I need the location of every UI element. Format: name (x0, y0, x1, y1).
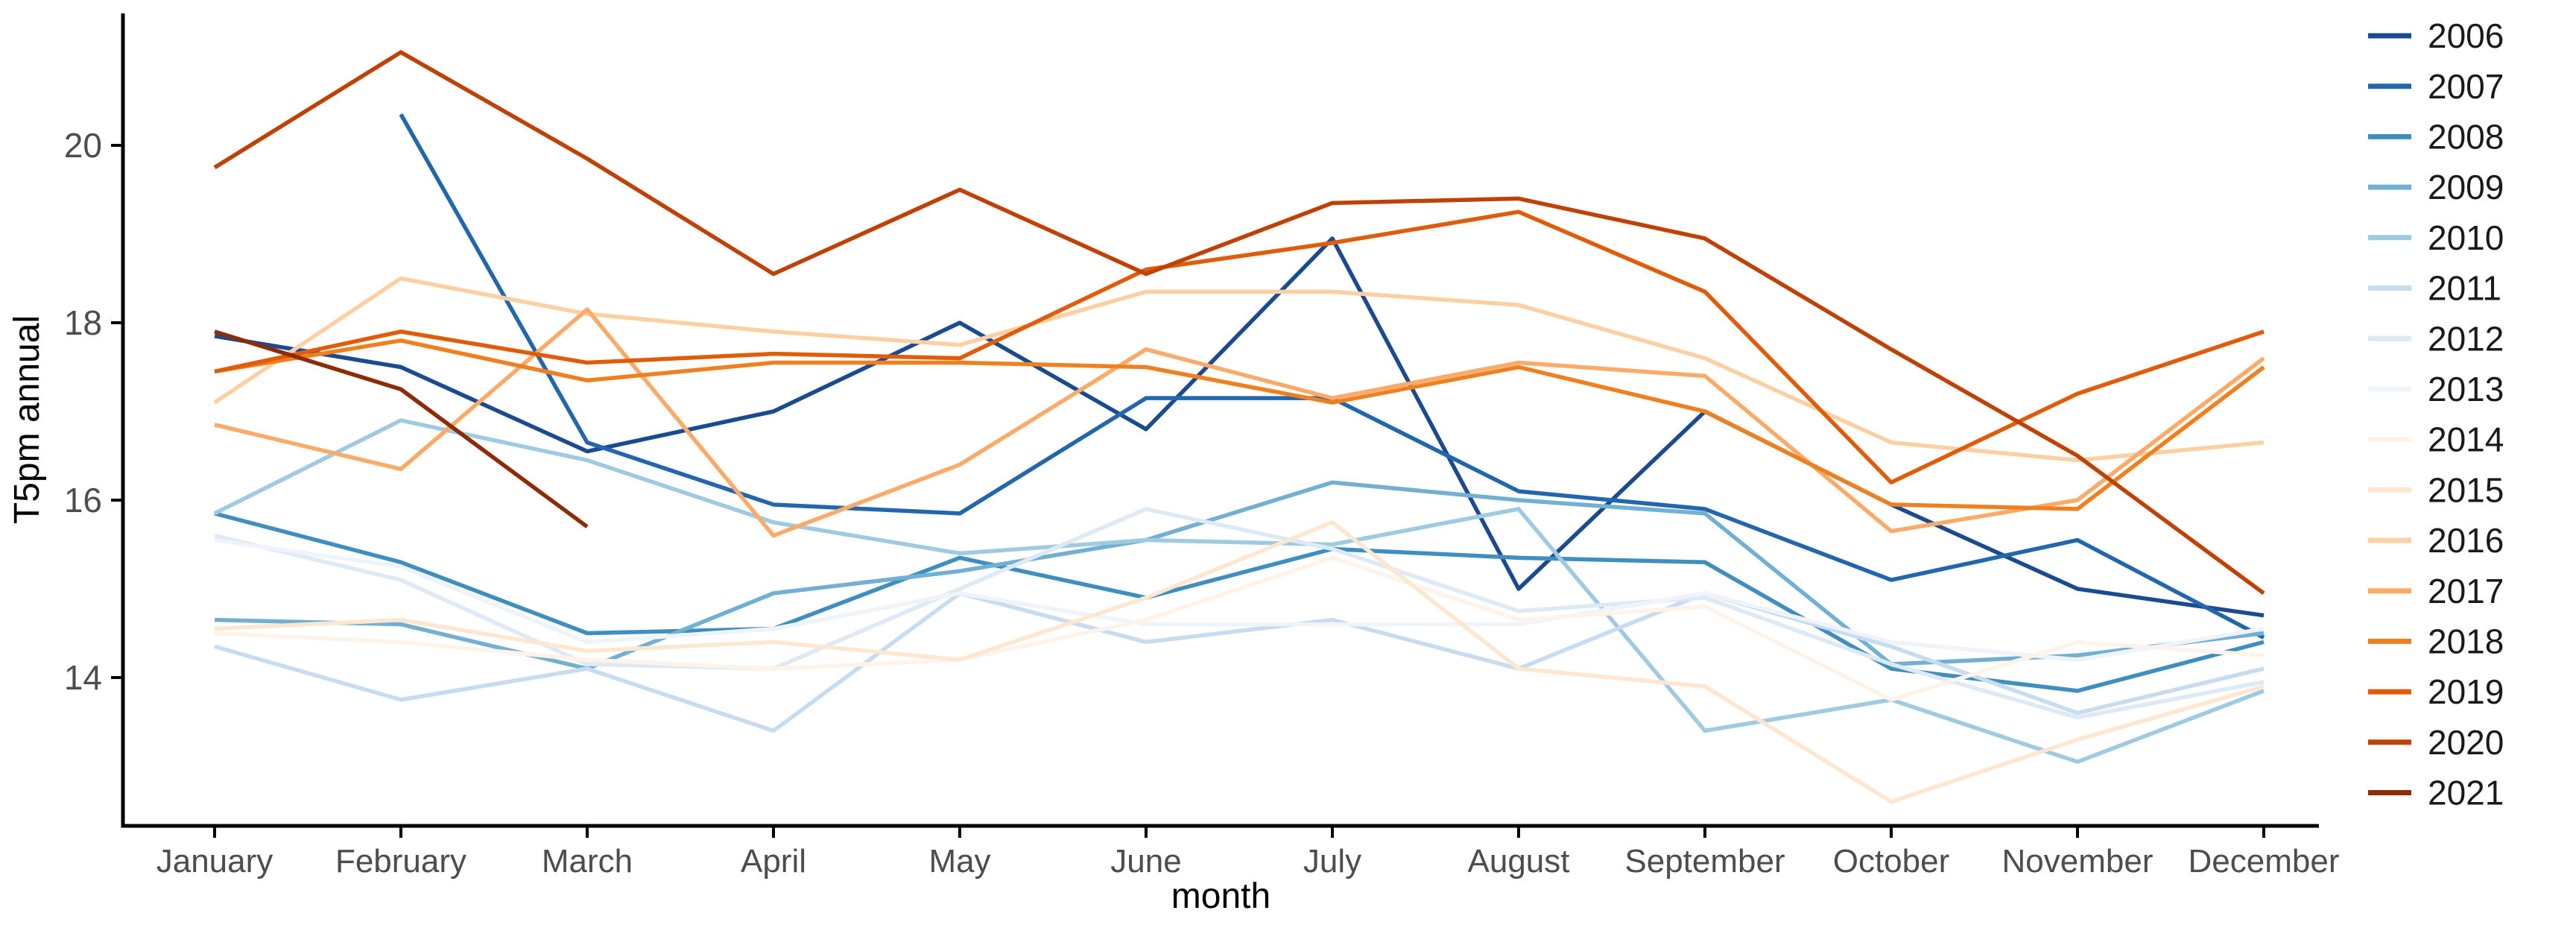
x-tick-label: October (1833, 843, 1950, 880)
legend-label-2011: 2011 (2428, 269, 2501, 308)
x-tick-label: September (1624, 843, 1785, 880)
legend-label-2020: 2020 (2428, 723, 2504, 762)
x-axis-title: month (1171, 877, 1270, 916)
y-tick-label: 20 (64, 126, 102, 165)
legend-label-2006: 2006 (2428, 16, 2504, 55)
x-tick-label: February (335, 843, 466, 880)
legend-label-2021: 2021 (2428, 774, 2504, 812)
legend-label-2010: 2010 (2428, 218, 2504, 257)
y-axis-title: T5pm annual (7, 315, 47, 524)
x-tick-label: August (1468, 843, 1570, 880)
series-line-2016 (213, 276, 2265, 463)
x-tick-label: March (542, 843, 633, 880)
x-tick-label: December (2189, 843, 2340, 880)
series-line-2014 (214, 555, 2265, 702)
series-line-2006 (214, 236, 2265, 618)
legend-label-2015: 2015 (2428, 470, 2504, 509)
x-tick-label: July (1303, 843, 1361, 880)
series-line-2011 (214, 591, 2265, 733)
series-line-2018 (214, 338, 2265, 511)
legend-label-2014: 2014 (2428, 420, 2504, 459)
legend-label-2007: 2007 (2428, 67, 2504, 106)
legend-label-2019: 2019 (2428, 672, 2504, 711)
series-line-2013 (214, 537, 2265, 662)
series-line-2021 (214, 329, 589, 528)
y-tick-label: 18 (64, 303, 102, 342)
legend-label-2017: 2017 (2428, 572, 2504, 610)
x-tick-label: May (928, 843, 990, 880)
series-line-2019 (214, 209, 2265, 484)
legend-label-2008: 2008 (2428, 118, 2504, 157)
legend-label-2009: 2009 (2428, 168, 2504, 206)
series-line-2017 (214, 307, 2265, 538)
series-line-2015 (214, 520, 2265, 804)
legend-label-2012: 2012 (2428, 319, 2504, 358)
series-line-2010 (213, 418, 2265, 764)
y-tick-label: 16 (64, 481, 102, 520)
x-tick-label: April (741, 843, 806, 880)
legend-label-2018: 2018 (2428, 622, 2504, 661)
series-line-2020 (213, 50, 2265, 596)
x-tick-label: June (1110, 843, 1181, 880)
series-line-2009 (214, 480, 2265, 671)
series-line-2012 (214, 507, 2265, 720)
y-tick-label: 14 (64, 658, 102, 697)
x-tick-label: January (156, 843, 273, 880)
x-tick-label: November (2002, 843, 2153, 880)
legend-label-2013: 2013 (2428, 370, 2504, 408)
legend-label-2016: 2016 (2428, 521, 2504, 560)
